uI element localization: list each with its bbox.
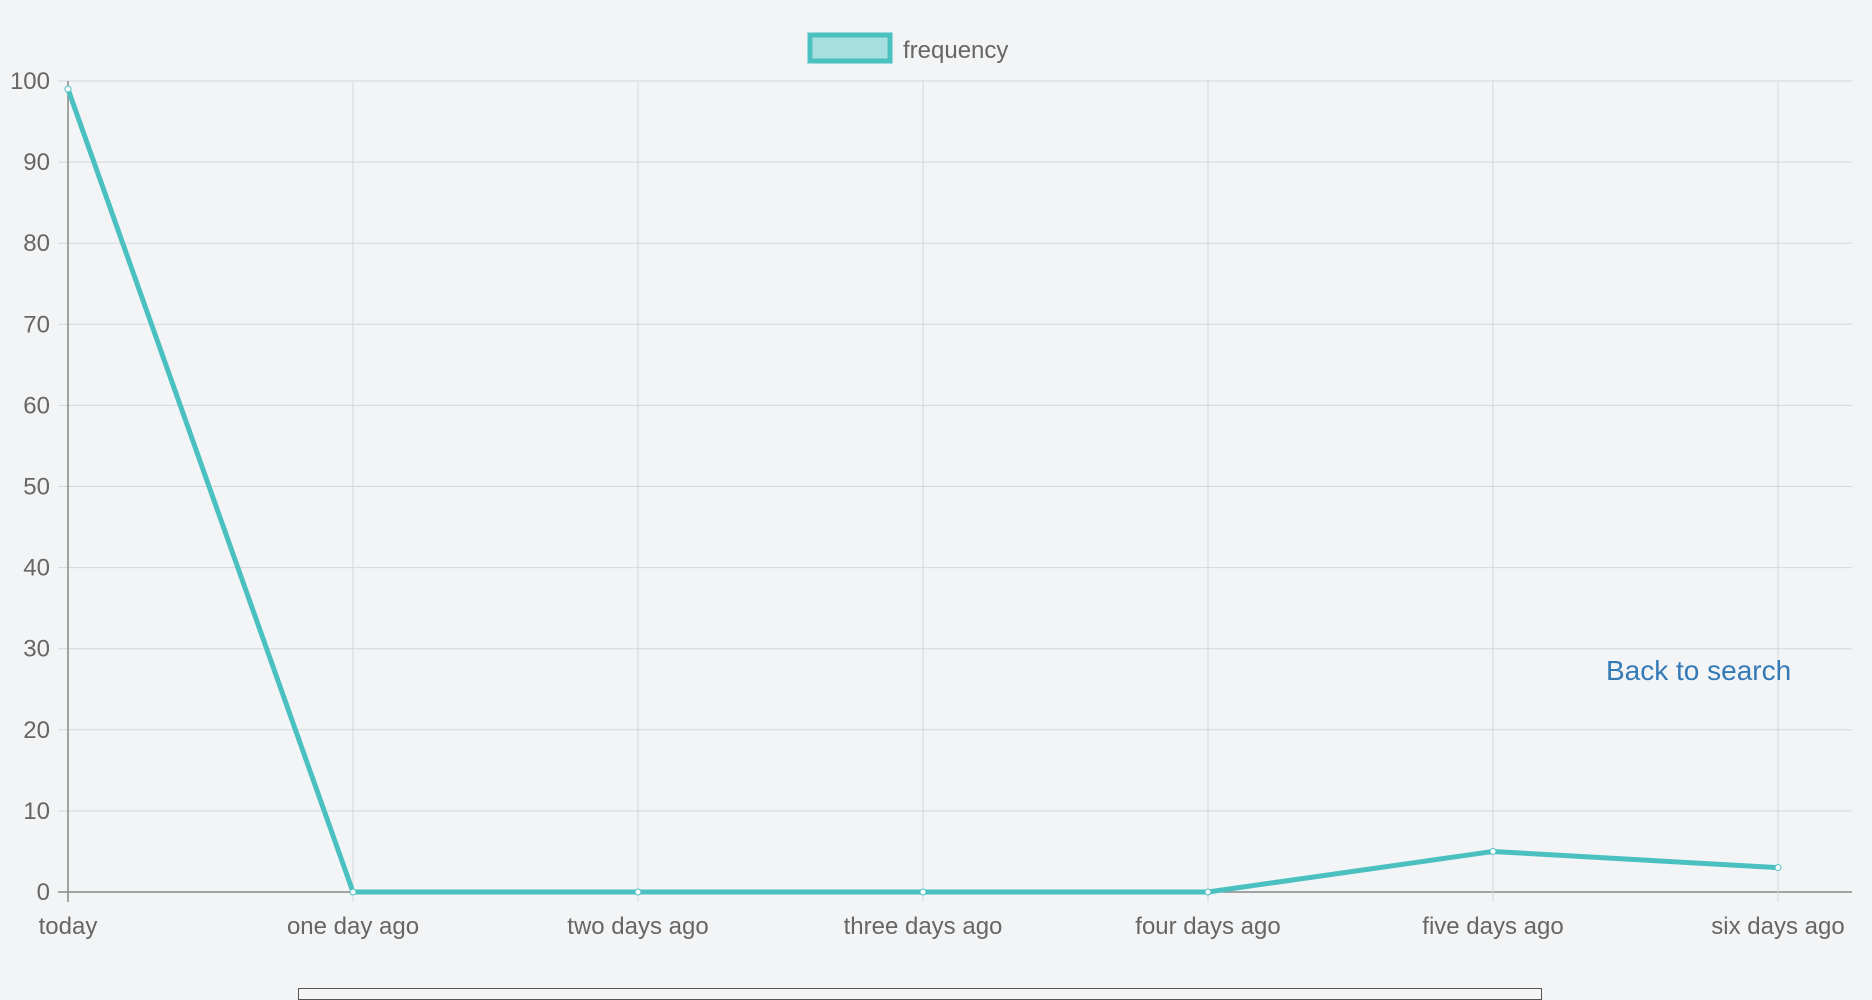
y-tick-label: 90 [23,149,50,176]
legend-label-frequency[interactable]: frequency [903,37,1008,64]
y-tick-label: 80 [23,230,50,257]
data-point[interactable] [1489,847,1497,855]
back-to-search-link[interactable]: Back to search [1606,655,1792,686]
legend-swatch-frequency[interactable] [807,32,893,64]
x-tick-label: three days ago [844,913,1003,940]
x-tick-labels: today one day ago two days ago three days a… [39,913,1845,940]
data-point[interactable] [64,85,72,93]
series [64,85,1782,896]
y-tick-label: 100 [10,68,50,95]
x-tick-label: today [39,913,98,940]
x-tick-label: six days ago [1711,913,1844,940]
y-tick-label: 40 [23,555,50,582]
grid [58,80,1852,902]
x-tick-label: one day ago [287,913,419,940]
x-tick-label: five days ago [1422,913,1563,940]
data-point[interactable] [349,888,357,896]
y-tick-labels: 0 10 20 30 40 50 60 70 80 90 100 [10,68,50,906]
y-tick-label: 70 [23,311,50,338]
legend[interactable]: frequency [807,32,1008,64]
bottom-panel [298,988,1542,1000]
y-tick-label: 0 [37,879,50,906]
data-point[interactable] [1774,864,1782,872]
y-tick-label: 60 [23,392,50,419]
y-tick-label: 30 [23,636,50,663]
y-tick-label: 20 [23,717,50,744]
y-tick-label: 50 [23,474,50,501]
data-point[interactable] [634,888,642,896]
data-point[interactable] [919,888,927,896]
x-tick-label: four days ago [1135,913,1280,940]
x-tick-label: two days ago [567,913,708,940]
data-point[interactable] [1204,888,1212,896]
y-tick-label: 10 [23,798,50,825]
